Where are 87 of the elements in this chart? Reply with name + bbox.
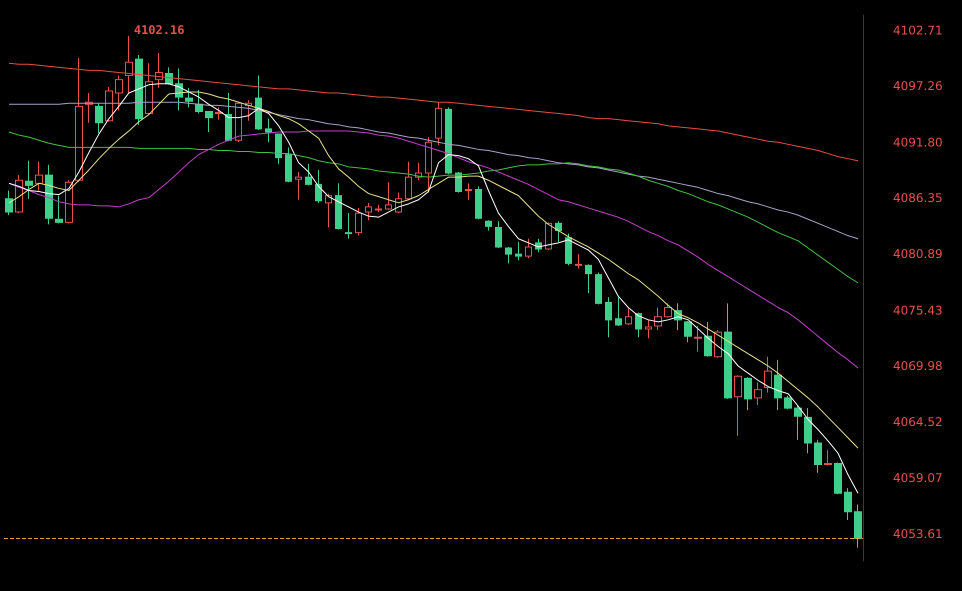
candlestick: [495, 220, 502, 248]
candlestick: [335, 182, 342, 230]
candlestick: [694, 325, 702, 352]
candlestick: [315, 169, 322, 204]
candlestick: [45, 164, 53, 225]
annotation: 4102.16: [134, 22, 184, 37]
candlestick: [245, 100, 252, 122]
candlestick: [445, 106, 452, 175]
candlestick: [65, 180, 73, 224]
y-tick-label: 4080.89: [893, 247, 943, 262]
candlestick: [525, 238, 532, 259]
candlestick: [804, 408, 812, 454]
candlestick: [235, 102, 242, 143]
candlestick: [115, 75, 123, 111]
candlestick: [654, 307, 662, 331]
candlestick: [325, 193, 332, 228]
candlestick: [35, 161, 43, 191]
candlestick: [565, 233, 572, 266]
candlestick: [744, 376, 752, 411]
candlestick: [734, 374, 742, 436]
candlestick: [595, 272, 602, 305]
candlestick: [195, 89, 203, 114]
candlestick: [25, 160, 33, 200]
candlestick: [645, 319, 652, 339]
candlestick: [215, 106, 223, 120]
candlestick: [465, 182, 472, 200]
candlestick: [585, 264, 592, 294]
candlestick: [704, 321, 712, 358]
candlestick: [635, 312, 642, 338]
candlestick: [5, 190, 13, 216]
candlestick: [615, 296, 622, 326]
candlestick: [55, 195, 63, 224]
candlestick: [844, 488, 852, 520]
candlestick: [475, 186, 482, 220]
y-tick-label: 4102.71: [893, 23, 943, 38]
y-tick-label: 4059.07: [893, 471, 943, 486]
candlestick: [605, 296, 612, 338]
candlestick: [425, 136, 432, 194]
y-tick-label: 4086.35: [893, 191, 943, 206]
candlestick: [515, 241, 522, 261]
y-tick-label: 4091.80: [893, 135, 943, 150]
candlestick: [435, 102, 442, 146]
y-tick-label: 4097.26: [893, 79, 943, 94]
candlestick: [255, 75, 262, 130]
candlestick: [754, 382, 762, 406]
line-series: [8, 102, 859, 240]
candlestick: [135, 54, 143, 126]
candlestick: [664, 302, 672, 318]
line-series: [8, 132, 859, 284]
candlestick: [205, 110, 213, 132]
candlestick: [345, 212, 352, 240]
candlestick: [854, 504, 862, 548]
line-series: [8, 130, 859, 369]
candlestick: [824, 450, 832, 466]
candlestick: [265, 118, 272, 143]
candlestick: [185, 87, 193, 108]
candlestick: [505, 246, 512, 264]
candlestick: [225, 92, 232, 141]
candlestick: [295, 172, 302, 200]
candlestick: [545, 222, 552, 251]
candlestick: [684, 320, 692, 343]
candlestick: [275, 134, 282, 164]
candlestick: [105, 86, 113, 122]
y-tick-label: 4064.52: [893, 415, 943, 430]
candlestick: [764, 356, 772, 394]
candlestick: [305, 163, 312, 186]
candlestick: [724, 302, 732, 400]
candlestick: [784, 395, 792, 410]
candlestick: [95, 102, 103, 134]
candlestick: [365, 202, 372, 221]
candlestick: [355, 207, 362, 236]
y-tick-label: 4069.98: [893, 359, 943, 374]
candlestick: [794, 404, 802, 440]
candlestick: [285, 146, 292, 183]
candlestick: [625, 308, 632, 326]
y-tick-label: 4075.43: [893, 303, 943, 318]
candlestick: [834, 462, 842, 495]
candlestick: [385, 182, 392, 210]
candlestick: [405, 161, 412, 200]
candlestick: [15, 174, 23, 214]
candlestick: [485, 220, 492, 232]
candlestick: [375, 204, 382, 213]
candlestick: [774, 359, 782, 411]
candlestick: [555, 220, 562, 242]
candlestick: [575, 254, 582, 269]
y-tick-label: 4053.61: [893, 527, 943, 542]
candlestick: [814, 439, 822, 474]
